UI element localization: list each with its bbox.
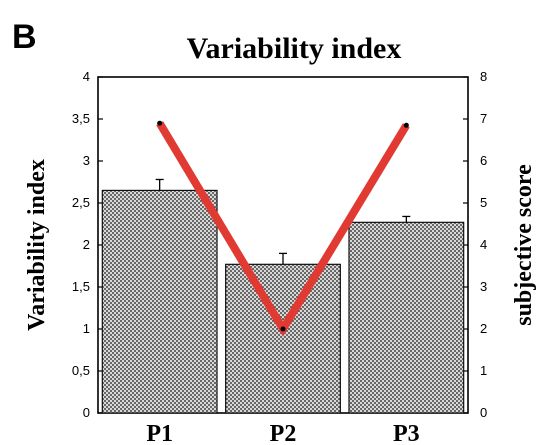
bar-p3 [348,221,465,414]
category-label-p3: P3 [393,421,420,445]
bars-group [101,178,465,414]
left-tick-label: 0,5 [72,363,90,378]
right-tick-label: 3 [480,279,487,294]
panel-label: B [12,18,37,56]
right-tick-label: 1 [480,363,487,378]
right-tick-label: 4 [480,237,487,252]
category-label-p1: P1 [146,421,173,445]
right-tick-label: 5 [480,195,487,210]
labels-group: P1 P2 P3 Variability index subjective score [24,159,537,445]
chart-title: Variability index [187,32,402,65]
left-tick-label: 1 [83,321,90,336]
right-tick-label: 2 [480,321,487,336]
right-axis-title: subjective score [511,164,537,326]
bar-p1 [101,189,218,414]
right-tick-label: 8 [480,69,487,84]
left-tick-label: 2,5 [72,195,90,210]
left-axis-title: Variability index [24,159,50,331]
right-tick-label: 0 [480,405,487,420]
bar-p2 [225,263,341,414]
right-tick-label: 6 [480,153,487,168]
score-line-group [156,120,410,337]
right-tick-label: 7 [480,111,487,126]
left-tick-label: 0 [83,405,90,420]
left-tick-label: 1,5 [72,279,90,294]
left-tick-label: 3,5 [72,111,90,126]
score-point [280,326,286,332]
score-point [157,120,163,126]
category-label-p2: P2 [270,421,297,445]
left-tick-label: 4 [83,69,90,84]
left-tick-label: 3 [83,153,90,168]
score-point [403,122,409,128]
left-tick-label: 2 [83,237,90,252]
